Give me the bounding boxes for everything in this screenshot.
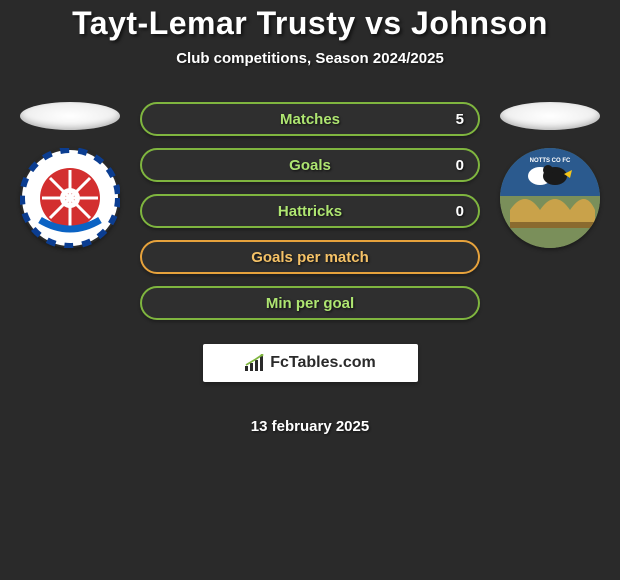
left-player-avatar [20, 102, 120, 130]
stat-row-matches: Matches 5 [140, 102, 480, 136]
right-club-badge: NOTTS CO FC [500, 148, 600, 248]
stat-value: 0 [456, 157, 464, 174]
brand-text: FcTables.com [270, 354, 376, 372]
stat-value: 5 [456, 111, 464, 128]
right-club-icon: NOTTS CO FC [500, 148, 600, 248]
main-row: Matches 5 Goals 0 Hattricks 0 Goals per … [0, 102, 620, 435]
left-club-badge [20, 148, 120, 248]
date-text: 13 february 2025 [140, 418, 480, 435]
stat-row-goals: Goals 0 [140, 148, 480, 182]
stat-label: Goals per match [251, 249, 369, 266]
stat-row-goals-per-match: Goals per match [140, 240, 480, 274]
right-player-avatar [500, 102, 600, 130]
right-player-col: NOTTS CO FC [500, 102, 600, 248]
stat-label: Hattricks [278, 203, 342, 220]
subtitle: Club competitions, Season 2024/2025 [0, 50, 620, 67]
stat-label: Matches [280, 111, 340, 128]
stat-row-min-per-goal: Min per goal [140, 286, 480, 320]
brand-logo[interactable]: FcTables.com [203, 344, 418, 382]
page-title: Tayt-Lemar Trusty vs Johnson [0, 5, 620, 42]
svg-text:NOTTS CO FC: NOTTS CO FC [530, 158, 571, 164]
left-player-col [20, 102, 120, 248]
stat-label: Goals [289, 157, 331, 174]
stat-value: 0 [456, 203, 464, 220]
stat-row-hattricks: Hattricks 0 [140, 194, 480, 228]
comparison-card: Tayt-Lemar Trusty vs Johnson Club compet… [0, 0, 620, 435]
stats-column: Matches 5 Goals 0 Hattricks 0 Goals per … [140, 102, 480, 435]
stat-label: Min per goal [266, 295, 354, 312]
chart-icon [244, 354, 266, 372]
left-club-icon [20, 148, 120, 248]
